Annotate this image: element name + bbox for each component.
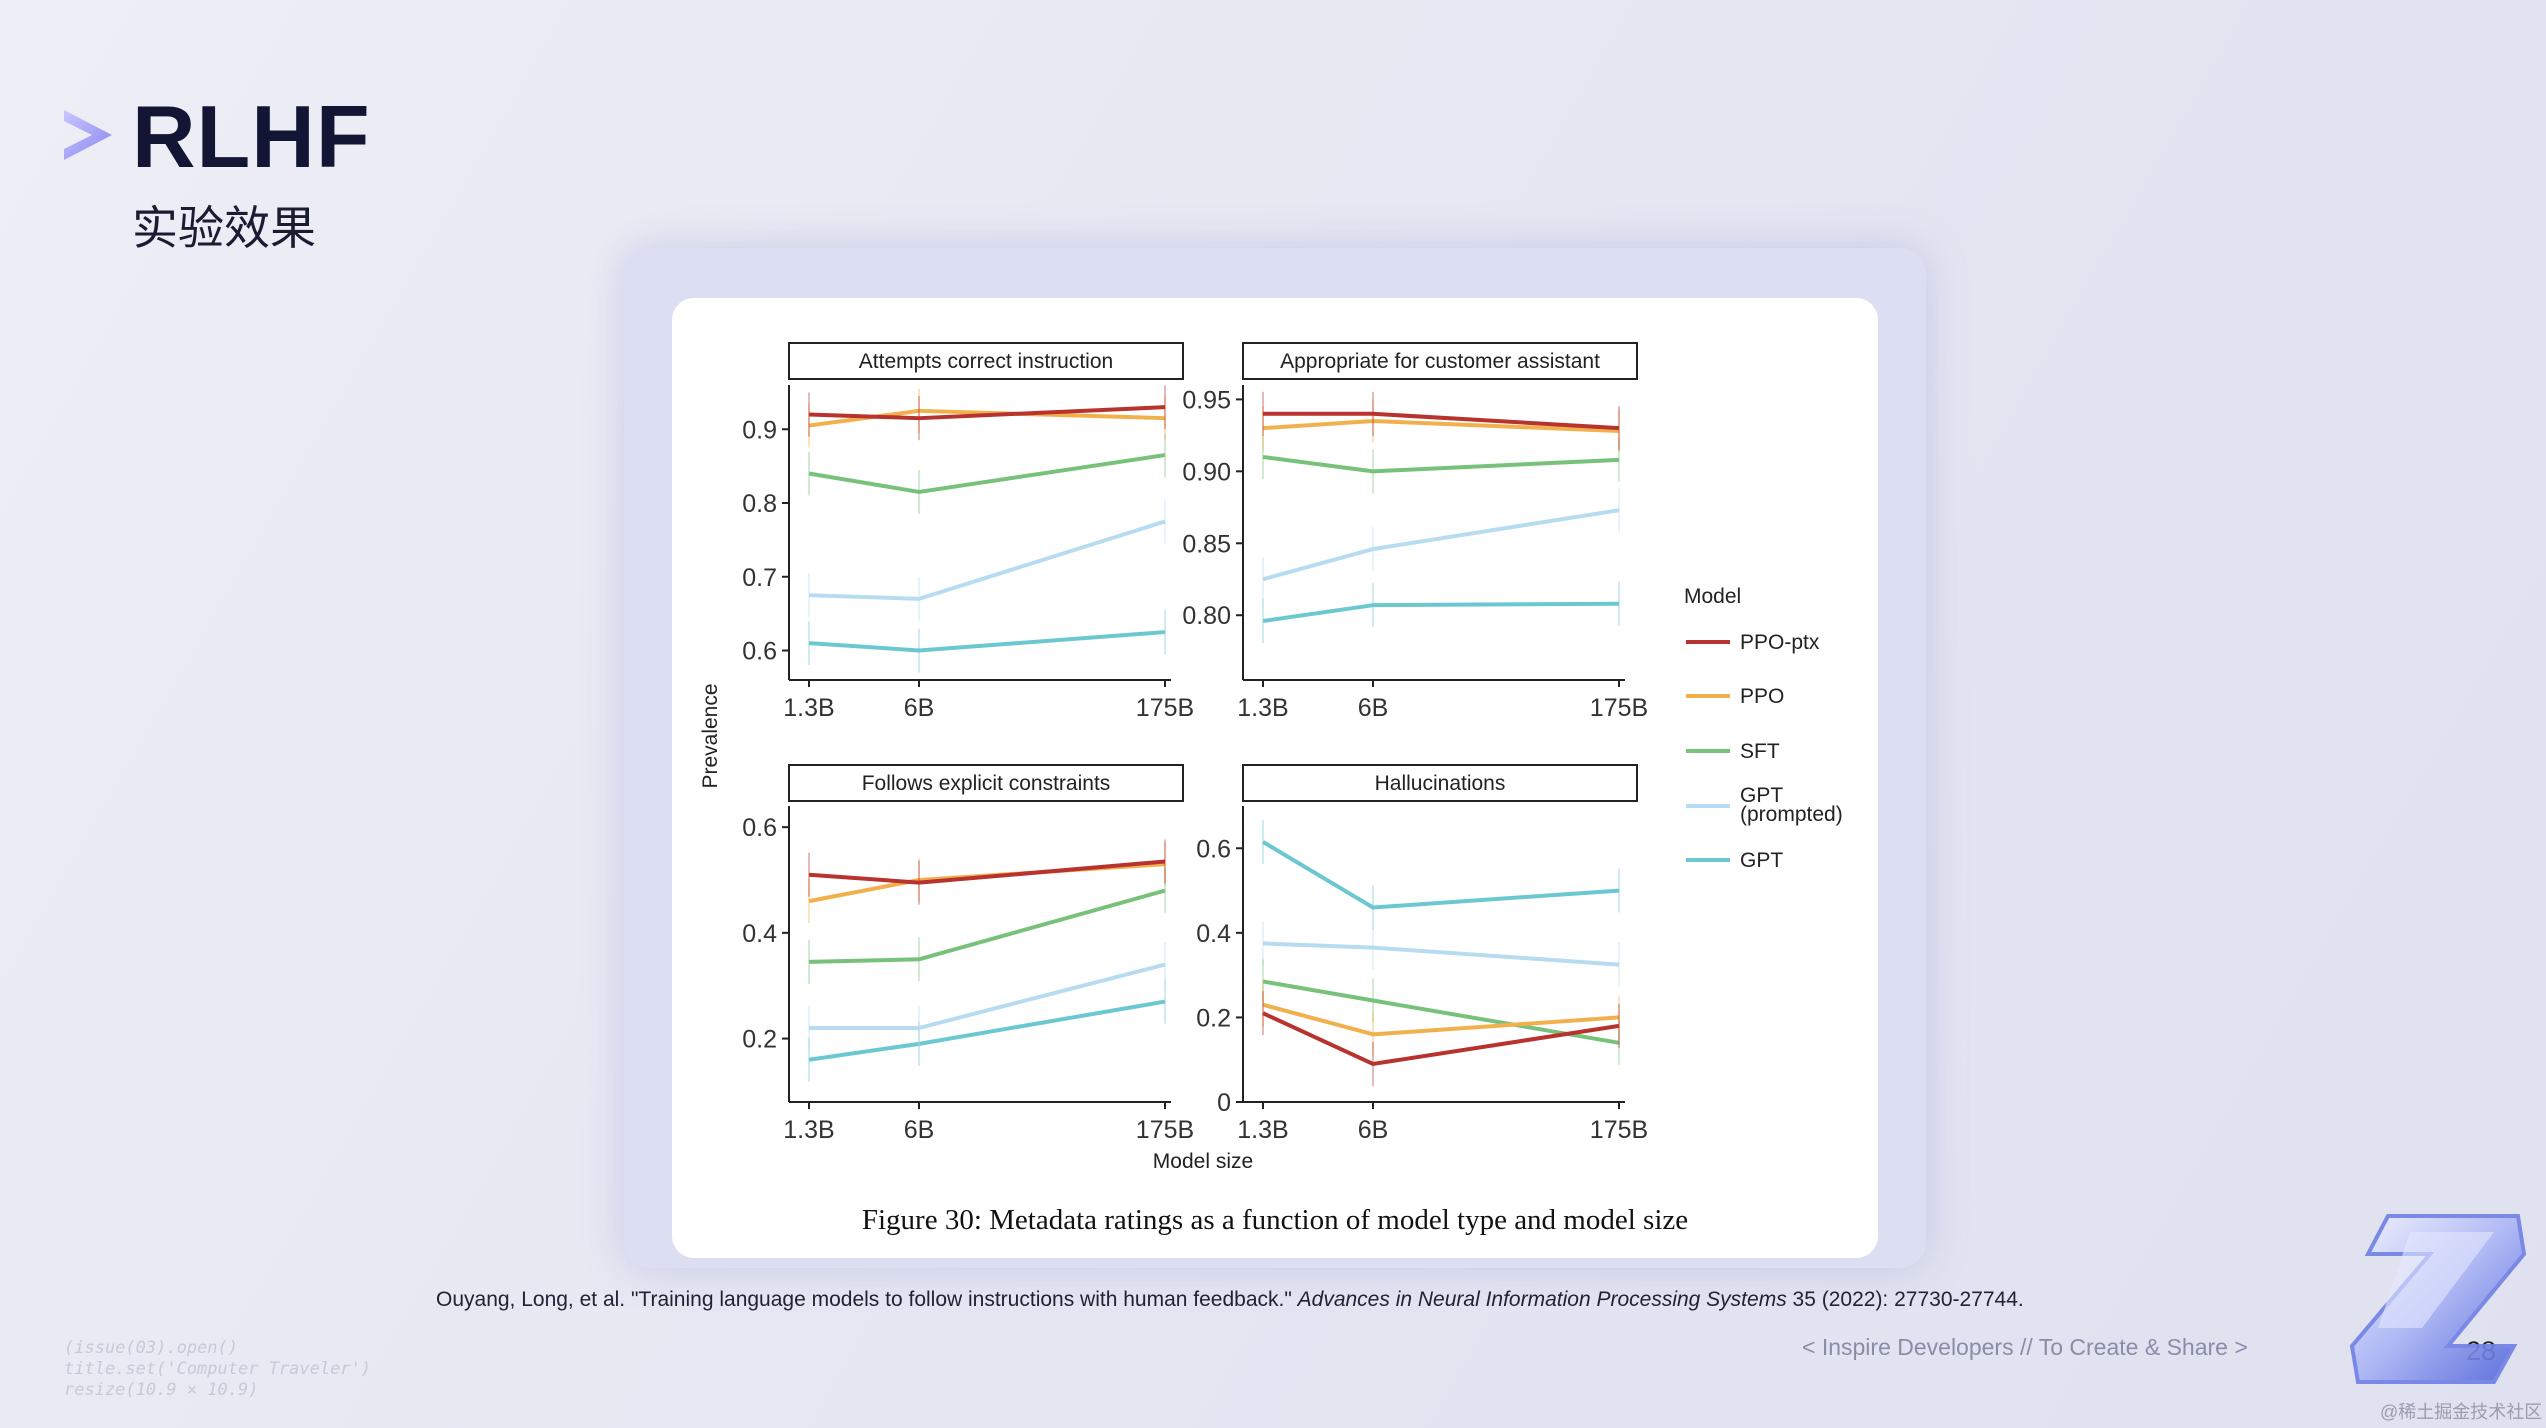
y-tick-label: 0.4 [1196, 920, 1231, 948]
y-tick-label: 0.2 [1196, 1004, 1231, 1032]
y-tick-label: 0.7 [742, 564, 777, 592]
legend-label-line: GPT [1740, 849, 1783, 872]
x-tick-label: 175B [1590, 694, 1648, 722]
series-line [1263, 604, 1619, 621]
y-tick-label: 0 [1217, 1089, 1231, 1117]
series-line [1263, 943, 1619, 964]
x-tick-label: 175B [1136, 1116, 1194, 1144]
panel-title: Attempts correct instruction [859, 350, 1113, 373]
legend-label: PPO [1740, 685, 1784, 708]
legend-label-line: PPO-ptx [1740, 631, 1820, 654]
series-line [1263, 457, 1619, 471]
series-line [809, 521, 1165, 598]
x-tick-label: 1.3B [1237, 694, 1288, 722]
y-tick-label: 0.95 [1182, 386, 1231, 414]
x-tick-label: 6B [1358, 694, 1389, 722]
citation-journal: Advances in Neural Information Processin… [1298, 1288, 1787, 1311]
panel-title: Hallucinations [1375, 772, 1506, 795]
legend-label-line: PPO [1740, 685, 1784, 708]
slide-title: RLHF [132, 86, 371, 188]
x-tick-label: 175B [1590, 1116, 1648, 1144]
citation-tail: 35 (2022): 27730-27744. [1787, 1288, 2024, 1311]
figure-caption: Figure 30: Metadata ratings as a functio… [672, 1204, 1878, 1237]
panel-title: Follows explicit constraints [862, 772, 1111, 795]
legend-label: PPO-ptx [1740, 631, 1820, 654]
legend-label: GPT [1740, 849, 1783, 872]
legend-title: Model [1684, 585, 1741, 608]
panel-title: Appropriate for customer assistant [1280, 350, 1600, 373]
y-tick-label: 0.9 [742, 416, 777, 444]
citation-main: Ouyang, Long, et al. "Training language … [436, 1288, 1298, 1311]
x-tick-label: 6B [904, 1116, 935, 1144]
x-tick-label: 6B [1358, 1116, 1389, 1144]
series-line [809, 965, 1165, 1028]
y-tick-label: 0.2 [742, 1026, 777, 1054]
legend-label-line: (prompted) [1740, 803, 1843, 826]
citation: Ouyang, Long, et al. "Training language … [436, 1288, 2024, 1312]
code-decoration: (issue(03).open() title.set('Computer Tr… [64, 1338, 371, 1401]
y-tick-label: 0.6 [742, 638, 777, 666]
legend-label: GPT (prompted) [1740, 784, 1843, 826]
x-tick-label: 175B [1136, 694, 1194, 722]
slide-subtitle: 实验效果 [132, 192, 316, 258]
y-tick-label: 0.6 [1196, 835, 1231, 863]
legend-label-line: SFT [1740, 740, 1780, 763]
x-axis-label: Model size [1153, 1150, 1253, 1173]
y-tick-label: 0.80 [1182, 602, 1231, 630]
x-tick-label: 1.3B [783, 1116, 834, 1144]
watermark: @稀土掘金技术社区 [2380, 1398, 2542, 1424]
series-line [809, 632, 1165, 650]
chevron-right-icon [58, 104, 120, 166]
y-tick-label: 0.6 [742, 814, 777, 842]
series-line [1263, 842, 1619, 908]
y-tick-label: 0.85 [1182, 530, 1231, 558]
series-line [809, 455, 1165, 492]
series-line [1263, 1005, 1619, 1035]
y-tick-label: 0.8 [742, 490, 777, 518]
code-line: (issue(03).open() [64, 1338, 371, 1359]
legend-label: SFT [1740, 740, 1780, 763]
y-tick-label: 0.4 [742, 920, 777, 948]
footer-tagline: < Inspire Developers // To Create & Shar… [1802, 1334, 2248, 1361]
y-tick-label: 0.90 [1182, 458, 1231, 486]
y-axis-label: Prevalence [699, 683, 722, 788]
x-tick-label: 6B [904, 694, 935, 722]
x-tick-label: 1.3B [1237, 1116, 1288, 1144]
series-line [1263, 510, 1619, 579]
x-tick-label: 1.3B [783, 694, 834, 722]
series-line [809, 862, 1165, 883]
code-line: resize(10.9 × 10.9) [64, 1380, 371, 1401]
series-line [809, 891, 1165, 962]
code-line: title.set('Computer Traveler') [64, 1359, 371, 1380]
brand-logo-icon [2318, 1196, 2534, 1392]
metadata-ratings-chart: Attempts correct instruction 0.6 0.7 0.8 0.9… [672, 298, 1878, 1198]
series-line [809, 864, 1165, 901]
